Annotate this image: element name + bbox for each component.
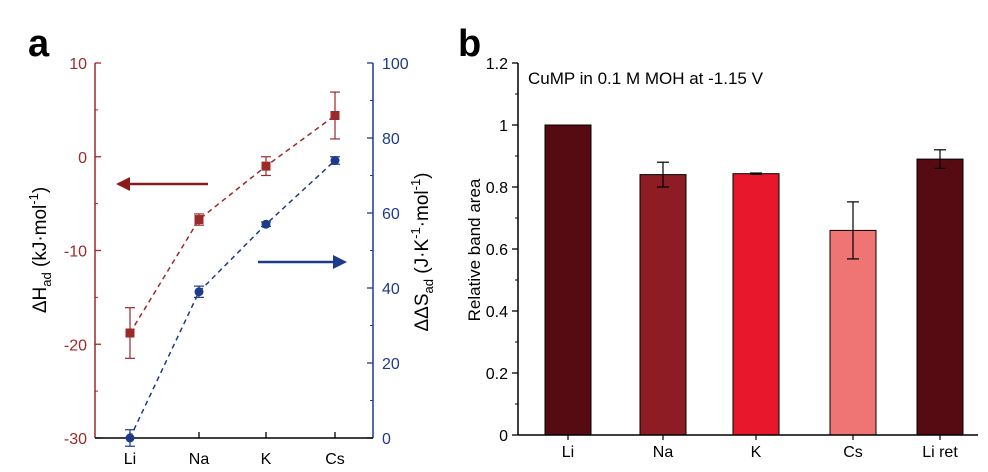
right-tick-label: 100 bbox=[382, 56, 409, 73]
panel-a-chart: -30 -20 -10 0 10 0 20 40 60 80 100 Li Na K Cs ΔHad (… bbox=[26, 56, 436, 468]
bar-na bbox=[639, 174, 687, 436]
panel-a-arrows bbox=[116, 177, 347, 269]
bar-li-ret bbox=[916, 158, 964, 436]
right-tick-label: 20 bbox=[382, 356, 400, 373]
b-x-tick-label: Li bbox=[562, 444, 574, 461]
panel-a-series bbox=[125, 91, 340, 447]
b-x-tick-label: Na bbox=[653, 444, 674, 461]
left-tick-label: 10 bbox=[69, 56, 87, 73]
panel-b-bottom-axis: Li Na K Cs Li ret bbox=[562, 435, 958, 461]
x-tick-label: K bbox=[261, 451, 272, 468]
panel-b-chart: 0 0.2 0.4 0.6 0.8 1 1.2 Li Na K Cs Li ret CuMP in … bbox=[465, 56, 978, 461]
series-2-point bbox=[330, 156, 340, 165]
right-tick-label: 40 bbox=[382, 281, 400, 298]
b-tick-label: 0.6 bbox=[486, 242, 508, 259]
b-tick-label: 0 bbox=[499, 428, 508, 445]
left-tick-label: -20 bbox=[64, 337, 87, 354]
panel-a-ylabel-left: ΔHad (kJ·mol-1) bbox=[26, 187, 54, 313]
b-x-tick-label: Cs bbox=[843, 444, 863, 461]
series-1-point bbox=[125, 328, 135, 338]
b-x-tick-label: K bbox=[751, 444, 762, 461]
panel-a-left-axis: -30 -20 -10 0 10 bbox=[64, 56, 101, 448]
series-2-point bbox=[261, 219, 271, 229]
panel-b-left-axis: 0 0.2 0.4 0.6 0.8 1 1.2 bbox=[486, 56, 518, 445]
x-tick-label: Cs bbox=[325, 451, 345, 468]
series-2-point bbox=[125, 433, 135, 443]
panel-b-title: CuMP in 0.1 M MOH at -1.15 V bbox=[528, 69, 764, 88]
b-tick-label: 0.2 bbox=[486, 366, 508, 383]
left-tick-label: -30 bbox=[64, 431, 87, 448]
right-tick-label: 60 bbox=[382, 206, 400, 223]
x-tick-label: Na bbox=[189, 451, 210, 468]
series-1-point bbox=[261, 161, 271, 171]
x-tick-label: Li bbox=[124, 451, 136, 468]
b-tick-label: 0.8 bbox=[486, 180, 508, 197]
left-tick-label: -10 bbox=[64, 244, 87, 261]
bar-cs bbox=[829, 229, 877, 436]
panel-b-letter: b bbox=[458, 23, 481, 65]
series-2-point bbox=[194, 287, 204, 297]
bar-k bbox=[732, 173, 780, 436]
series-1-line bbox=[129, 114, 336, 334]
b-tick-label: 1.2 bbox=[486, 56, 508, 73]
panel-a-letter: a bbox=[28, 23, 50, 65]
series-1-point bbox=[330, 111, 340, 120]
right-arrow-head bbox=[333, 255, 347, 269]
left-arrow-head bbox=[116, 177, 130, 191]
left-tick-label: 0 bbox=[78, 150, 87, 167]
panel-a-ylabel-right: ΔΔSad (J·K-1·mol-1) bbox=[408, 172, 436, 331]
panel-a-right-axis: 0 20 40 60 80 100 bbox=[367, 56, 409, 448]
series-1-point bbox=[194, 215, 204, 225]
right-tick-label: 80 bbox=[382, 131, 400, 148]
right-tick-label: 0 bbox=[382, 431, 391, 448]
b-tick-label: 1 bbox=[499, 118, 508, 135]
b-tick-label: 0.4 bbox=[486, 304, 508, 321]
panel-b-bars bbox=[544, 124, 964, 436]
b-x-tick-label: Li ret bbox=[922, 444, 958, 461]
bar-li bbox=[544, 124, 592, 436]
panel-b-ylabel: Relative band area bbox=[465, 178, 484, 321]
panel-a-bottom-axis: Li Na K Cs bbox=[95, 432, 373, 468]
series-2-line bbox=[129, 159, 336, 439]
